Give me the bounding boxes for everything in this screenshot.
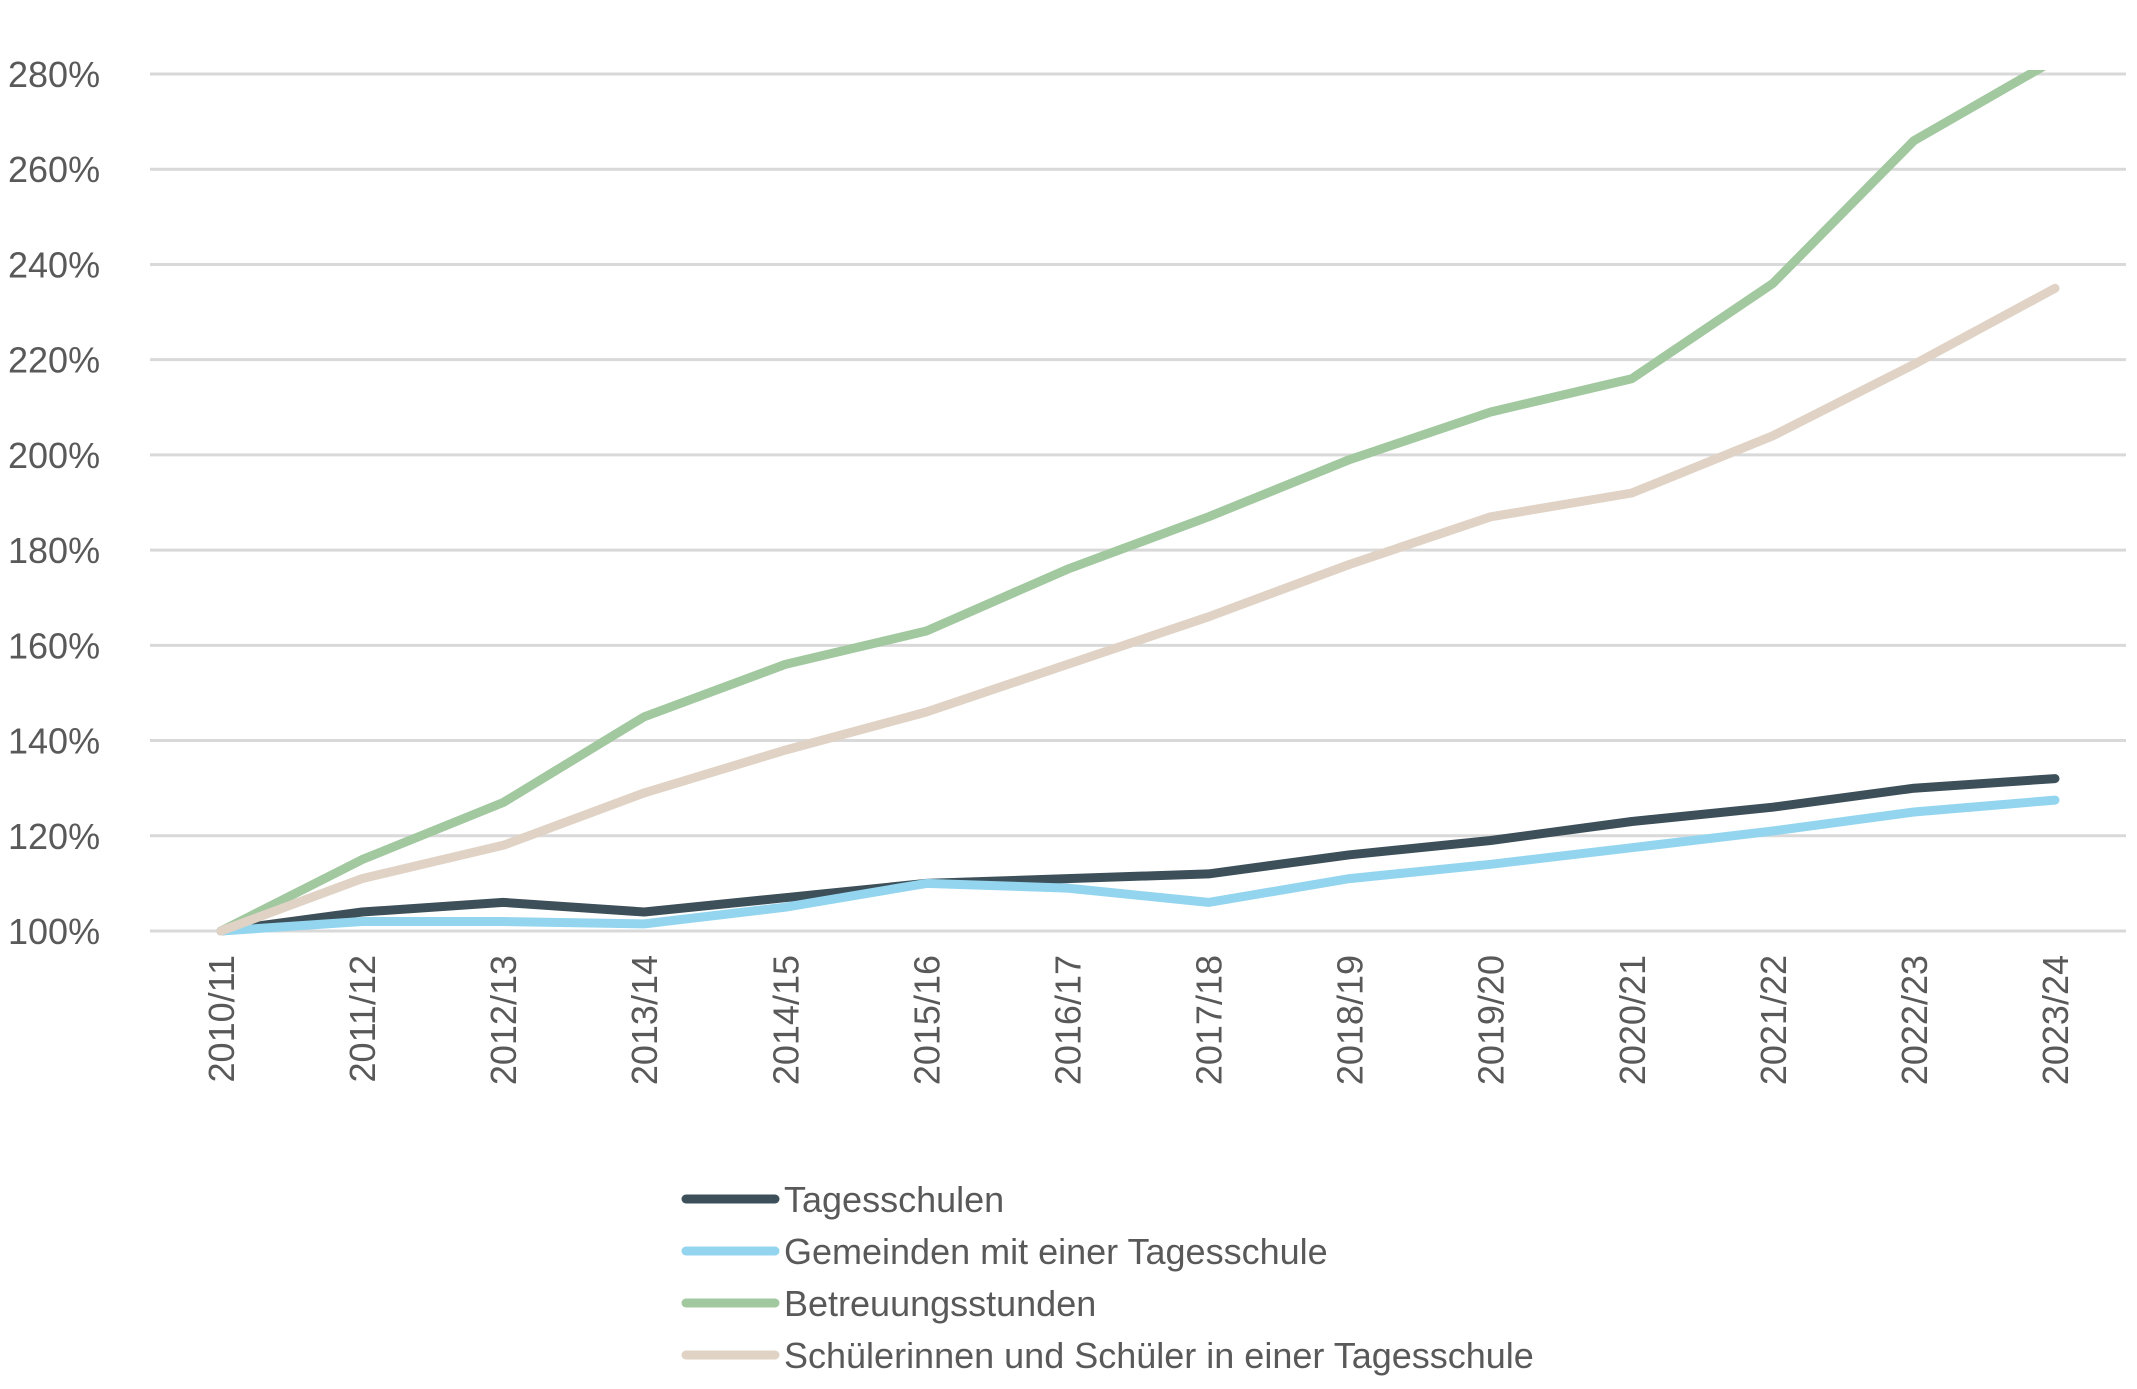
legend-label: Tagesschulen bbox=[784, 1179, 1004, 1220]
y-tick-label: 180% bbox=[8, 530, 100, 571]
y-tick-label: 280% bbox=[8, 54, 100, 95]
series-line-0 bbox=[216, 774, 2060, 936]
y-tick-label: 200% bbox=[8, 435, 100, 476]
x-tick-label: 2021/22 bbox=[1753, 955, 1794, 1085]
x-tick-label: 2017/18 bbox=[1189, 955, 1230, 1085]
y-tick-label: 240% bbox=[8, 244, 100, 285]
x-tick-label: 2012/13 bbox=[483, 955, 524, 1085]
legend-label: Betreuungsstunden bbox=[784, 1283, 1096, 1324]
y-tick-label: 100% bbox=[8, 911, 100, 952]
x-axis: 2010/11 2011/12 2012/13 2013/14 2014/15 2015/… bbox=[201, 955, 2076, 1085]
y-tick-label: 260% bbox=[8, 149, 100, 190]
series-line-1 bbox=[216, 795, 2060, 936]
gridlines bbox=[150, 72, 2126, 933]
x-tick-label: 2011/12 bbox=[342, 955, 383, 1082]
x-tick-label: 2020/21 bbox=[1612, 955, 1653, 1085]
x-tick-label: 2023/24 bbox=[2035, 955, 2076, 1085]
x-tick-label: 2022/23 bbox=[1894, 955, 1935, 1085]
y-tick-label: 160% bbox=[8, 625, 100, 666]
x-tick-label: 2016/17 bbox=[1047, 955, 1088, 1085]
y-tick-label: 140% bbox=[8, 721, 100, 762]
series-lines bbox=[216, 70, 2060, 936]
y-tick-label: 120% bbox=[8, 816, 100, 857]
legend-label: Schülerinnen und Schüler in einer Tagess… bbox=[784, 1335, 1534, 1376]
x-tick-label: 2010/11 bbox=[201, 955, 242, 1082]
legend: Tagesschulen Gemeinden mit einer Tagessch… bbox=[681, 1179, 1534, 1376]
series-line-3 bbox=[216, 283, 2060, 936]
x-tick-label: 2015/16 bbox=[906, 955, 947, 1085]
x-tick-label: 2018/19 bbox=[1330, 955, 1371, 1085]
x-tick-label: 2019/20 bbox=[1471, 955, 1512, 1085]
x-tick-label: 2014/15 bbox=[765, 955, 806, 1085]
series-line-2 bbox=[216, 70, 2047, 936]
legend-label: Gemeinden mit einer Tagesschule bbox=[784, 1231, 1328, 1272]
y-tick-label: 220% bbox=[8, 340, 100, 381]
y-axis: 100% 120% 140% 160% 180% 200% 220% 240% 260% 280% bbox=[8, 54, 100, 952]
x-tick-label: 2013/14 bbox=[624, 955, 665, 1085]
